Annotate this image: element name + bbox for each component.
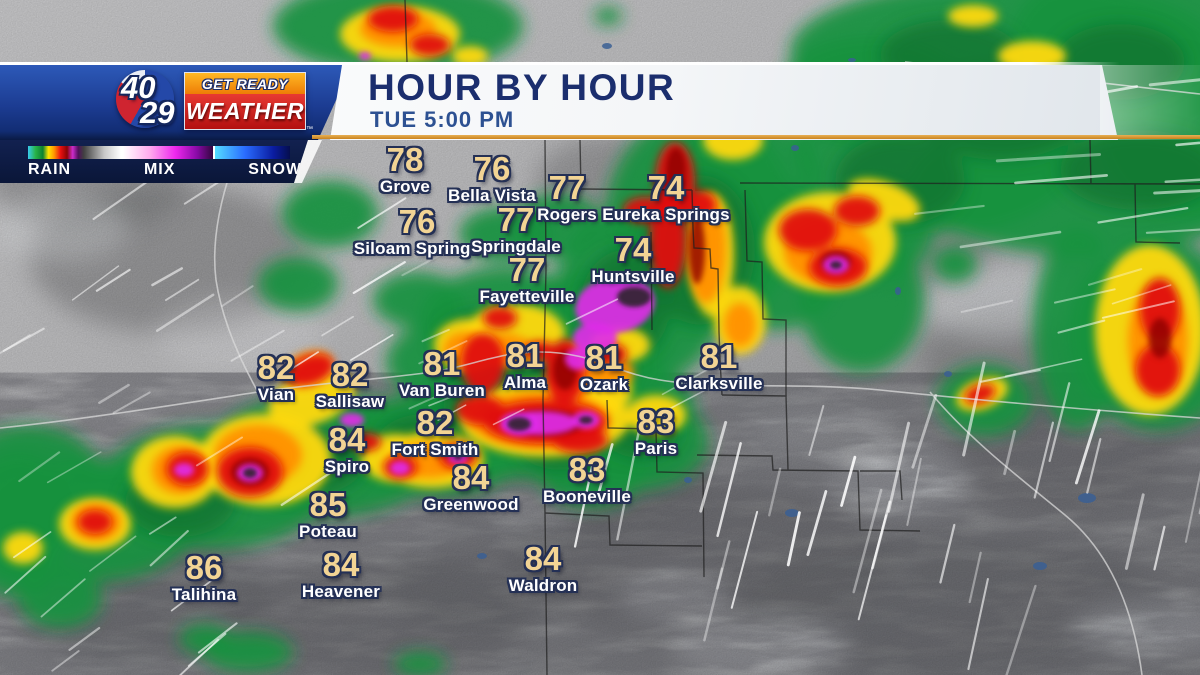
- logo-number-top: 40: [121, 70, 156, 105]
- header-banner: 40 29 GET READY WEATHER ™ HOUR BY HOUR T…: [0, 62, 1200, 140]
- banner-fade: [1100, 65, 1200, 140]
- trademark-symbol: ™: [306, 126, 313, 133]
- title-banner: [330, 65, 1118, 140]
- legend-gradient-rain: [28, 146, 121, 159]
- forecast-timestamp: TUE 5:00 PM: [370, 107, 515, 132]
- legend-gradient-snow: [213, 146, 290, 159]
- precip-color-scale: [28, 146, 290, 159]
- legend-label-mix: MIX: [143, 161, 176, 178]
- legend-gradient-mix: [120, 146, 214, 159]
- gold-divider: [312, 135, 1200, 139]
- legend-label-snow: SNOW: [248, 161, 302, 178]
- get-ready-weather-badge: GET READY WEATHER: [184, 72, 306, 130]
- banner-top-edge: [0, 62, 1120, 66]
- page-title: HOUR BY HOUR: [368, 67, 676, 108]
- precip-legend-bar: RAIN MIX SNOW: [0, 140, 308, 183]
- lakes: [477, 43, 1096, 570]
- tagline-get-ready: GET READY: [185, 73, 305, 94]
- legend-label-rain: RAIN: [28, 161, 72, 178]
- tagline-weather: WEATHER: [185, 94, 305, 129]
- logo-number-bottom: 29: [140, 95, 175, 130]
- precip-legend-labels: RAIN MIX SNOW: [28, 161, 302, 179]
- station-logo-icon: [116, 70, 174, 128]
